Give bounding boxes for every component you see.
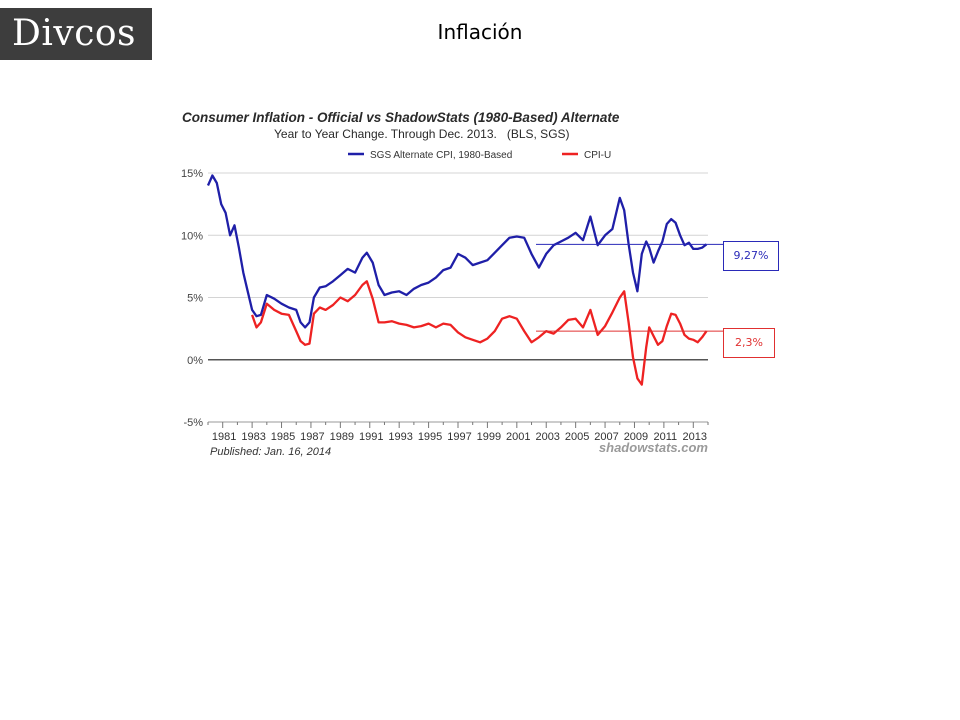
- chart-legend: SGS Alternate CPI, 1980-Based CPI-U: [348, 150, 611, 161]
- sgs-latest-value-badge: 9,27%: [723, 241, 779, 271]
- x-tick-label: 1999: [477, 431, 501, 443]
- x-tick-label: 1991: [359, 431, 383, 443]
- y-tick-label: 0%: [187, 355, 203, 367]
- sgs-alternate-cpi-line: [206, 174, 708, 329]
- x-tick-label: 2001: [506, 431, 530, 443]
- x-tick-label: 1997: [447, 431, 471, 443]
- inflation-chart: Consumer Inflation - Official vs ShadowS…: [170, 100, 790, 470]
- x-tick-label: 2005: [565, 431, 589, 443]
- x-tick-label: 1987: [300, 431, 324, 443]
- y-axis-ticks: 15% 10% 5% 0% -5%: [181, 168, 203, 429]
- x-tick-label: 2013: [683, 431, 707, 443]
- y-tick-label: -5%: [183, 417, 203, 429]
- x-tick-label: 1985: [271, 431, 295, 443]
- cpi-latest-value-badge: 2,3%: [723, 328, 775, 358]
- y-tick-label: 10%: [181, 230, 203, 242]
- y-tick-label: 15%: [181, 168, 203, 180]
- published-note: Published: Jan. 16, 2014: [210, 446, 331, 458]
- x-tick-label: 1993: [388, 431, 412, 443]
- x-tick-label: 1981: [212, 431, 236, 443]
- x-tick-label: 1989: [330, 431, 354, 443]
- legend-label: CPI-U: [584, 150, 611, 161]
- x-tick-label: 2011: [654, 431, 678, 443]
- y-tick-label: 5%: [187, 293, 203, 305]
- annotation-lines: [536, 243, 723, 332]
- x-tick-label: 1983: [241, 431, 265, 443]
- x-tick-label: 2009: [624, 431, 648, 443]
- chart-title: Consumer Inflation - Official vs ShadowS…: [182, 110, 620, 125]
- source-note: shadowstats.com: [599, 440, 709, 455]
- company-logo: Divcos: [0, 8, 152, 60]
- legend-label: SGS Alternate CPI, 1980-Based: [370, 150, 512, 161]
- slide-title: Inflación: [437, 20, 523, 44]
- x-tick-label: 2007: [594, 431, 618, 443]
- chart-background: [170, 100, 790, 470]
- cpi-u-line: [251, 280, 708, 386]
- x-tick-label: 1995: [418, 431, 442, 443]
- x-axis-ticks: 1981 1983 1985 1987 1989 1991 1993 1995 1997 1999…: [207, 422, 709, 443]
- chart-subtitle: Year to Year Change. Through Dec. 2013. …: [274, 127, 570, 141]
- chart-series: [206, 174, 708, 386]
- x-tick-label: 2003: [535, 431, 559, 443]
